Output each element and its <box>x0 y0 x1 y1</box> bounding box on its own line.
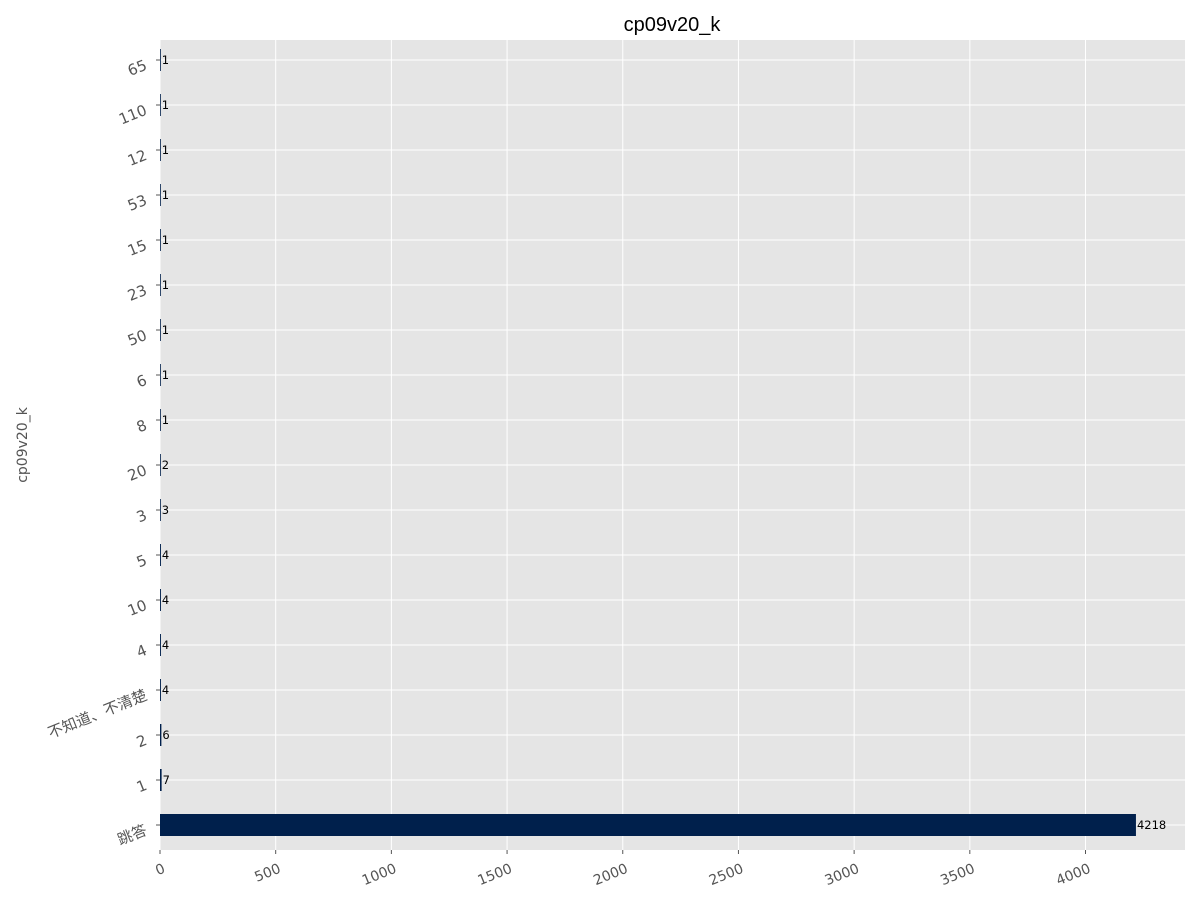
y-tick-label: 15 <box>125 236 149 260</box>
bar-value-label: 4 <box>162 548 169 562</box>
y-axis-label: cp09v20_k <box>15 406 31 482</box>
y-tick-label: 跳答 <box>115 821 150 849</box>
bar <box>160 184 161 206</box>
x-tick-label: 500 <box>252 861 283 886</box>
bar-value-label: 6 <box>162 728 169 742</box>
bar-value-label: 1 <box>162 188 169 202</box>
bar-value-label: 1 <box>162 143 169 157</box>
bar <box>160 454 161 476</box>
bar <box>160 94 161 116</box>
bar <box>160 634 161 656</box>
y-tick-label: 4 <box>134 641 150 661</box>
bar <box>160 274 161 296</box>
y-tick-label: 50 <box>125 326 149 350</box>
x-tick-label: 4000 <box>1054 861 1093 889</box>
x-tick-label: 2500 <box>707 861 746 889</box>
bar-value-label: 2 <box>162 458 169 472</box>
y-tick-label: 23 <box>125 281 149 305</box>
bar-value-label: 7 <box>163 773 170 787</box>
bar <box>160 499 161 521</box>
y-tick-label: 5 <box>134 551 150 571</box>
bar-value-label: 1 <box>162 368 169 382</box>
bar-value-label: 4 <box>162 638 169 652</box>
y-tick-label: 2 <box>134 731 150 751</box>
bar <box>160 769 162 791</box>
bar <box>160 229 161 251</box>
x-tick-label: 1500 <box>476 861 515 889</box>
x-tick-label: 1000 <box>360 861 399 889</box>
chart-title: cp09v20_k <box>624 14 722 36</box>
bar-value-label: 1 <box>162 233 169 247</box>
bar-value-label: 4 <box>162 593 169 607</box>
grid-lines <box>159 40 1185 850</box>
y-tick-label: 10 <box>125 596 149 620</box>
bar <box>160 49 161 71</box>
data-labels: 4218 7 6 4 4 4 4 3 2 1 1 1 1 1 1 1 1 1 <box>162 53 1166 832</box>
y-tick-label: 53 <box>125 191 149 215</box>
bar-value-label: 4 <box>162 683 169 697</box>
x-tick-label: 2000 <box>591 861 630 889</box>
bar-value-label: 4218 <box>1137 818 1166 832</box>
bar <box>160 679 161 701</box>
bar <box>160 724 162 746</box>
bars <box>160 49 1136 836</box>
x-tick-labels: 0 500 1000 1500 2000 2500 3000 3500 4000 <box>153 850 1093 889</box>
bar-value-label: 1 <box>162 53 169 67</box>
y-tick-label: 12 <box>125 146 149 170</box>
bar-value-label: 1 <box>162 98 169 112</box>
x-tick-label: 3500 <box>938 861 977 889</box>
bar <box>160 139 161 161</box>
y-tick-label: 8 <box>134 416 150 436</box>
y-tick-label: 3 <box>134 506 150 526</box>
plot-background <box>160 40 1185 850</box>
y-tick-label: 1 <box>134 776 150 796</box>
bar <box>160 364 161 386</box>
bar <box>160 814 1136 836</box>
y-tick-label: 110 <box>116 101 149 128</box>
bar <box>160 544 161 566</box>
bar <box>160 319 161 341</box>
bar-value-label: 1 <box>162 278 169 292</box>
bar <box>160 589 161 611</box>
y-tick-label: 65 <box>125 56 149 80</box>
bar-value-label: 3 <box>162 503 169 517</box>
y-tick-label: 6 <box>134 371 150 391</box>
y-tick-label: 20 <box>125 461 149 485</box>
bar <box>160 409 161 431</box>
bar-value-label: 1 <box>162 323 169 337</box>
x-tick-label: 0 <box>153 861 167 879</box>
x-tick-label: 3000 <box>823 861 862 889</box>
bar-value-label: 1 <box>162 413 169 427</box>
